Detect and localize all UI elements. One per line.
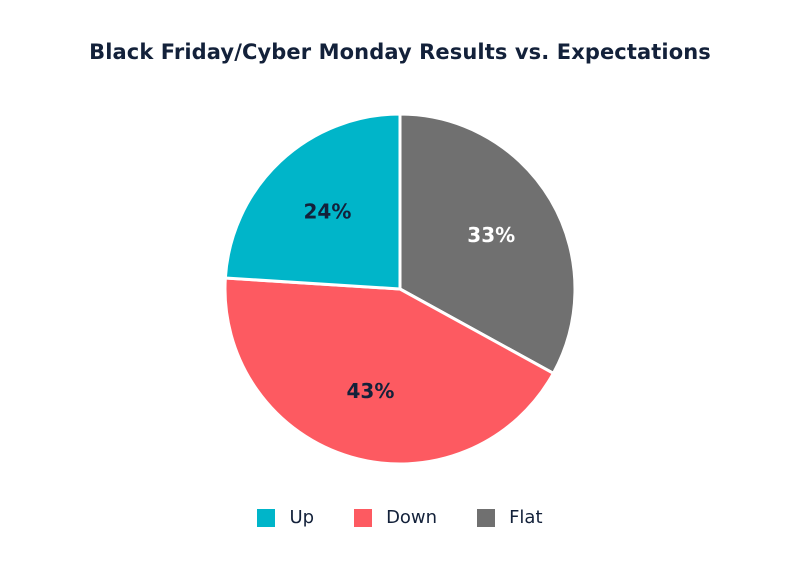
pie-label-down: 43% bbox=[346, 379, 394, 403]
pie-label-up: 24% bbox=[304, 200, 352, 224]
pie-labels: 33% 43% 24% bbox=[304, 200, 516, 403]
legend-swatch-down bbox=[354, 508, 373, 527]
legend-swatch-flat bbox=[477, 508, 496, 527]
legend-label-down: Down bbox=[386, 507, 438, 528]
chart-legend: Up Down Flat bbox=[0, 507, 800, 528]
pie-slices bbox=[223, 112, 577, 466]
legend-label-flat: Flat bbox=[509, 507, 543, 528]
legend-item-up: Up bbox=[257, 507, 314, 528]
pie-label-flat: 33% bbox=[467, 223, 515, 247]
legend-item-flat: Flat bbox=[477, 507, 543, 528]
legend-swatch-up bbox=[257, 508, 276, 527]
chart-title: Black Friday/Cyber Monday Results vs. Ex… bbox=[89, 40, 711, 64]
pie-slice-down bbox=[223, 276, 555, 466]
pie-slice-flat bbox=[398, 112, 577, 375]
pie-slice-up bbox=[223, 112, 402, 291]
legend-label-up: Up bbox=[289, 507, 315, 528]
legend-item-down: Down bbox=[354, 507, 437, 528]
